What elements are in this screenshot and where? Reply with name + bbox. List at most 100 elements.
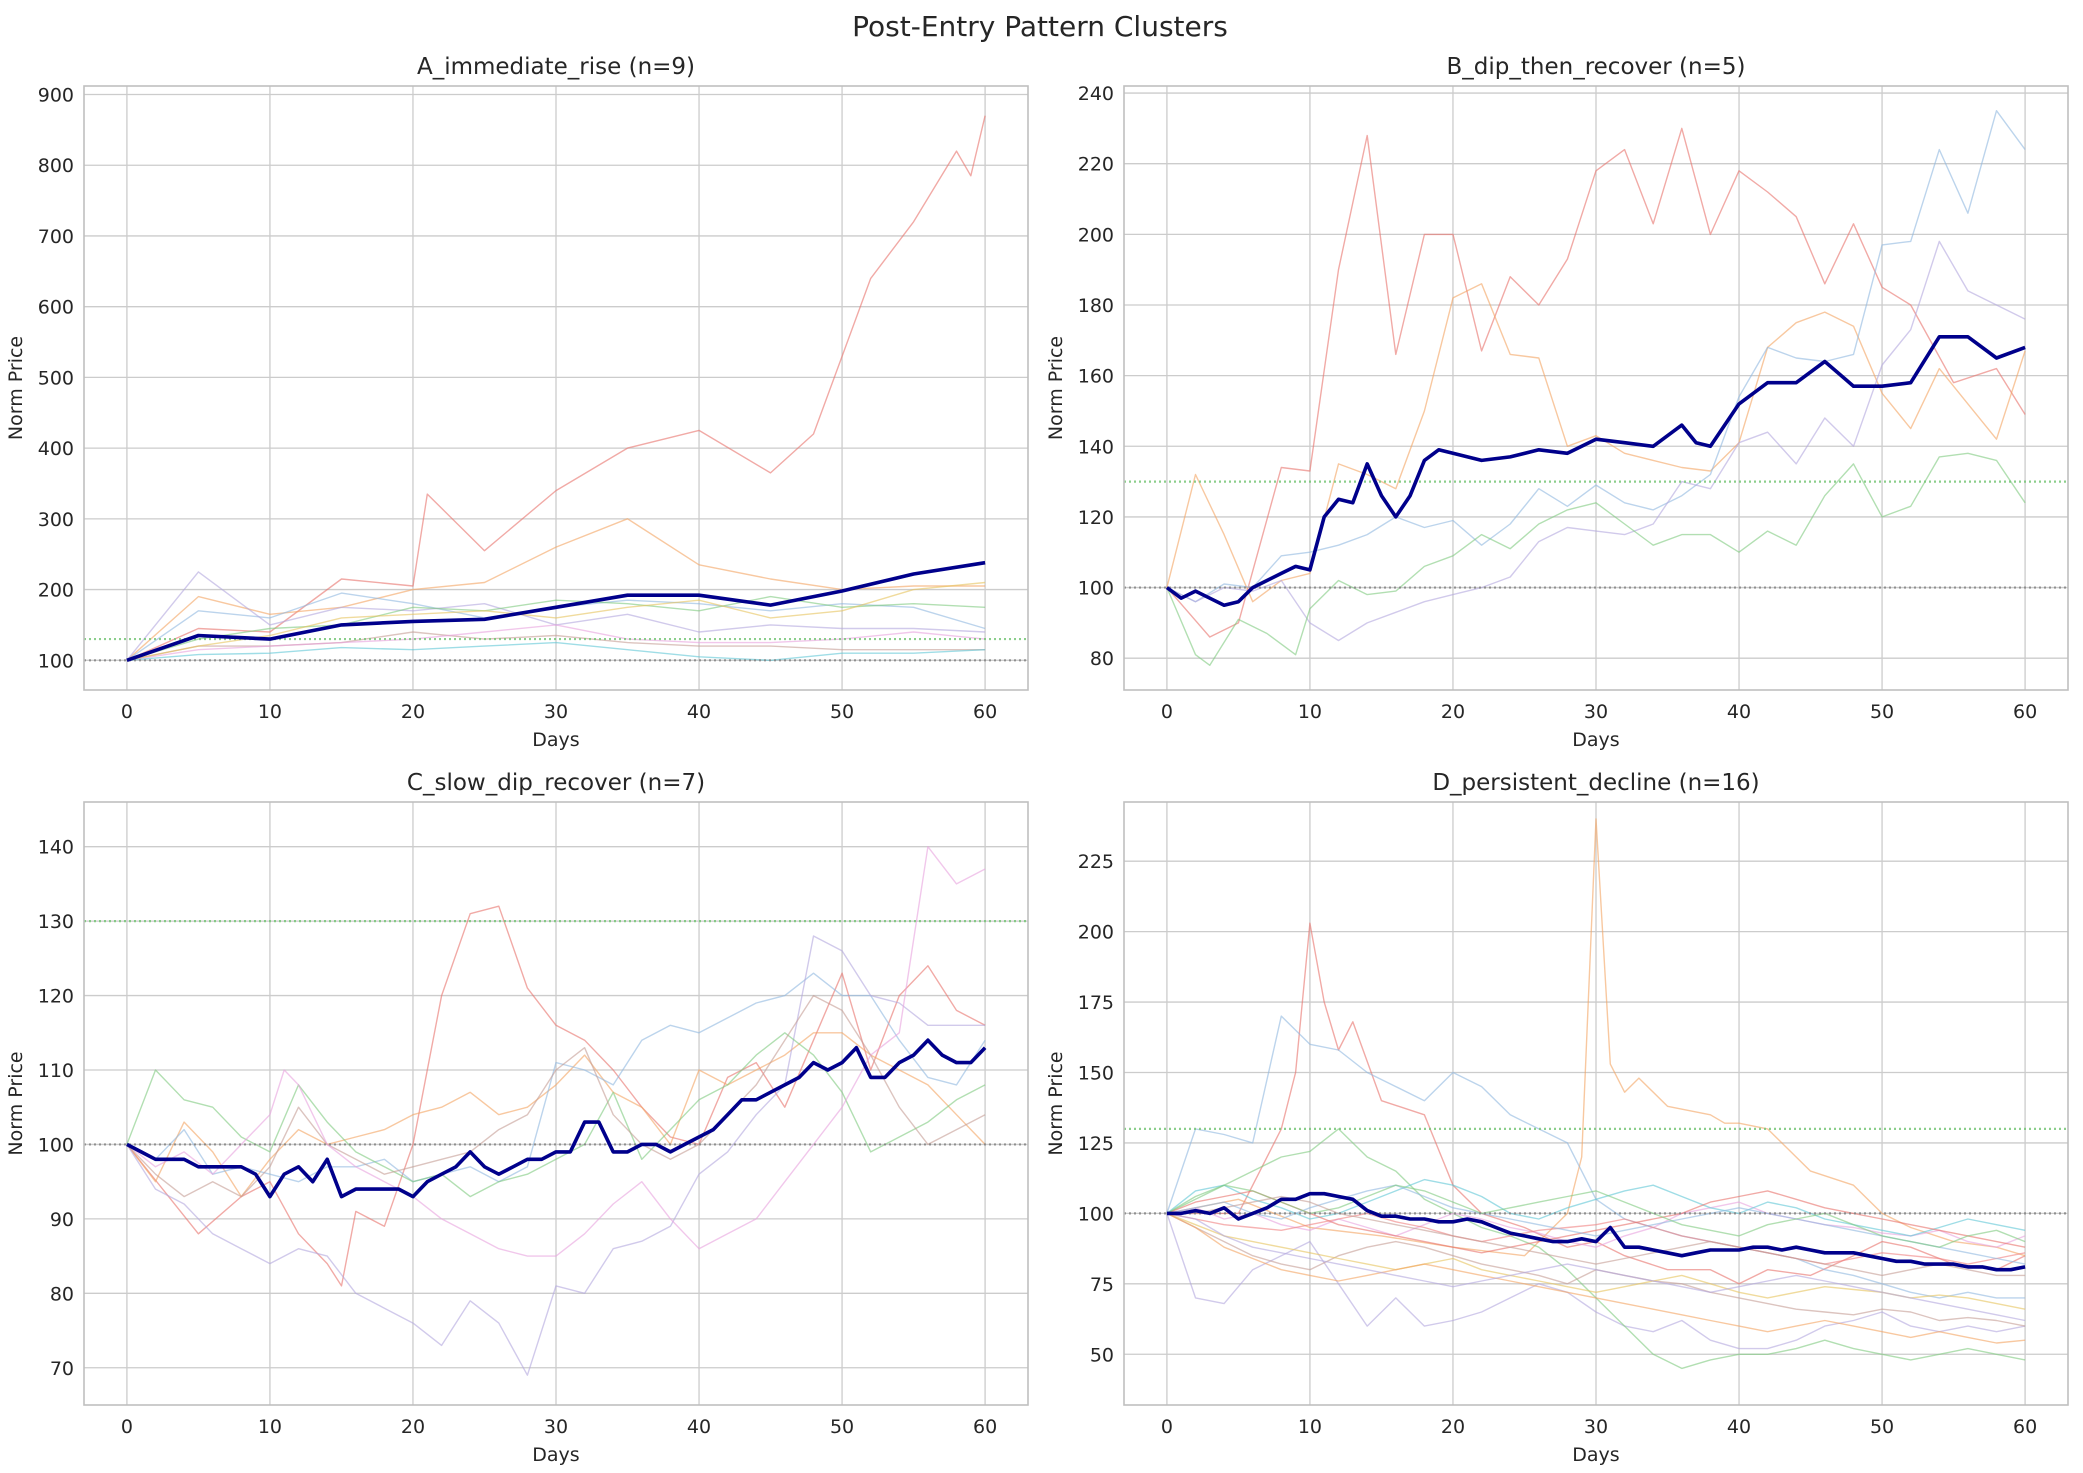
- y-tick-label: 140: [38, 837, 74, 859]
- x-tick-label: 50: [830, 701, 854, 723]
- y-tick-label: 175: [1078, 992, 1114, 1014]
- series-line-5: [1166, 452, 2026, 666]
- x-tick-label: 20: [401, 701, 425, 723]
- y-tick-label: 100: [1078, 578, 1114, 600]
- x-axis-label: Days: [532, 729, 579, 751]
- y-tick-label: 75: [1090, 1274, 1114, 1296]
- y-tick-label: 600: [38, 297, 74, 319]
- series-line-1: [1166, 127, 2026, 638]
- series-group: [1124, 818, 2068, 1370]
- x-tick-label: 10: [1298, 1416, 1322, 1438]
- series-line-7: [126, 846, 986, 1257]
- x-tick-label: 20: [1441, 1416, 1465, 1438]
- plot-frame: [1123, 801, 2069, 1406]
- x-tick-label: 40: [687, 1416, 711, 1438]
- y-tick-label: 300: [38, 509, 74, 531]
- y-axis-label: Norm Price: [1045, 1051, 1067, 1155]
- x-tick-label: 30: [544, 1416, 568, 1438]
- x-tick-label: 60: [2013, 1416, 2037, 1438]
- y-tick-label: 800: [38, 155, 74, 177]
- chart-panel-4: 0 10 20 30 40 50 60 50 75 100 125 150 175 200 225 Days N…: [1045, 770, 2069, 1466]
- y-tick-label: 220: [1078, 154, 1114, 176]
- x-tick-label: 20: [401, 1416, 425, 1438]
- y-tick-label: 120: [1078, 507, 1114, 529]
- x-tick-label: 30: [1584, 1416, 1608, 1438]
- chart-panel-2: 0 10 20 30 40 50 60 80 100 120 140 160 180 200 220 240 D…: [1045, 54, 2069, 751]
- chart-panel-3: 0 10 20 30 40 50 60 70 80 90 100 110 120 130 140 Days No…: [5, 770, 1029, 1466]
- x-tick-label: 0: [1161, 1416, 1173, 1438]
- series-line-6: [126, 994, 986, 1198]
- y-tick-label: 70: [50, 1358, 74, 1380]
- series-line-12: [1166, 1212, 2026, 1344]
- x-tick-label: 40: [1727, 701, 1751, 723]
- series-group: [84, 115, 1028, 663]
- y-tick-label: 900: [38, 84, 74, 106]
- x-tick-label: 20: [1441, 701, 1465, 723]
- series-line-4: [126, 935, 986, 1376]
- series-line-8: [1166, 1178, 2026, 1237]
- x-tick-label: 50: [830, 1416, 854, 1438]
- y-tick-label: 160: [1078, 366, 1114, 388]
- series-line-7: [126, 624, 986, 661]
- panel-title: D_persistent_decline (n=16): [1432, 770, 1759, 796]
- y-tick-label: 80: [50, 1283, 74, 1305]
- mean-line: [1165, 334, 2026, 608]
- y-axis-label: Norm Price: [5, 336, 27, 440]
- y-tick-label: 150: [1078, 1063, 1114, 1085]
- x-axis-label: Days: [1572, 1444, 1619, 1466]
- plot-frame: [83, 85, 1029, 691]
- y-tick-label: 200: [1078, 224, 1114, 246]
- y-tick-label: 80: [1090, 648, 1114, 670]
- panel-title: C_slow_dip_recover (n=7): [407, 770, 705, 796]
- x-tick-label: 50: [1870, 701, 1894, 723]
- series-line-1: [1166, 922, 2026, 1285]
- y-tick-label: 180: [1078, 295, 1114, 317]
- y-tick-label: 50: [1090, 1344, 1114, 1366]
- y-tick-label: 90: [50, 1209, 74, 1231]
- series-line-5: [126, 595, 986, 661]
- y-tick-label: 200: [38, 580, 74, 602]
- x-tick-label: 30: [544, 701, 568, 723]
- x-tick-label: 0: [121, 1416, 133, 1438]
- series-line-8: [126, 641, 986, 661]
- x-tick-label: 10: [258, 701, 282, 723]
- series-group: [1124, 109, 2068, 666]
- chart-panels: 0 10 20 30 40 50 60100200300400500600700800900…: [5, 54, 2069, 1466]
- x-tick-label: 60: [973, 1416, 997, 1438]
- y-axis-label: Norm Price: [5, 1051, 27, 1155]
- series-line-4: [1166, 1213, 2026, 1350]
- y-tick-label: 225: [1078, 851, 1114, 873]
- series-line-16: [1166, 1195, 2026, 1277]
- series-line-9: [126, 581, 986, 661]
- y-tick-label: 140: [1078, 436, 1114, 458]
- y-tick-label: 400: [38, 438, 74, 460]
- plot-frame: [83, 801, 1029, 1406]
- x-axis-label: Days: [1572, 729, 1619, 751]
- y-tick-label: 130: [38, 911, 74, 933]
- series-group: [84, 846, 1028, 1376]
- x-tick-label: 60: [973, 701, 997, 723]
- series-line-14: [1166, 1212, 2026, 1322]
- series-line-10: [1166, 1212, 2026, 1265]
- y-tick-label: 110: [38, 1060, 74, 1082]
- y-tick-label: 120: [38, 986, 74, 1008]
- series-line-3: [126, 972, 986, 1183]
- x-axis-label: Days: [532, 1444, 579, 1466]
- series-line-1: [126, 905, 986, 1287]
- figure-suptitle: Post-Entry Pattern Clusters: [852, 10, 1228, 43]
- mean-line: [126, 560, 986, 663]
- y-tick-label: 500: [38, 367, 74, 389]
- series-line-4: [1166, 240, 2026, 642]
- x-tick-label: 40: [687, 701, 711, 723]
- x-tick-label: 0: [1161, 701, 1173, 723]
- x-tick-label: 10: [1298, 701, 1322, 723]
- plot-frame: [1123, 85, 2069, 691]
- mean-line: [1166, 1191, 2026, 1272]
- series-line-7: [1166, 1201, 2026, 1248]
- x-tick-label: 10: [258, 1416, 282, 1438]
- x-tick-label: 40: [1727, 1416, 1751, 1438]
- y-tick-label: 100: [1078, 1203, 1114, 1225]
- y-tick-label: 200: [1078, 922, 1114, 944]
- panel-title: A_immediate_rise (n=9): [417, 54, 695, 80]
